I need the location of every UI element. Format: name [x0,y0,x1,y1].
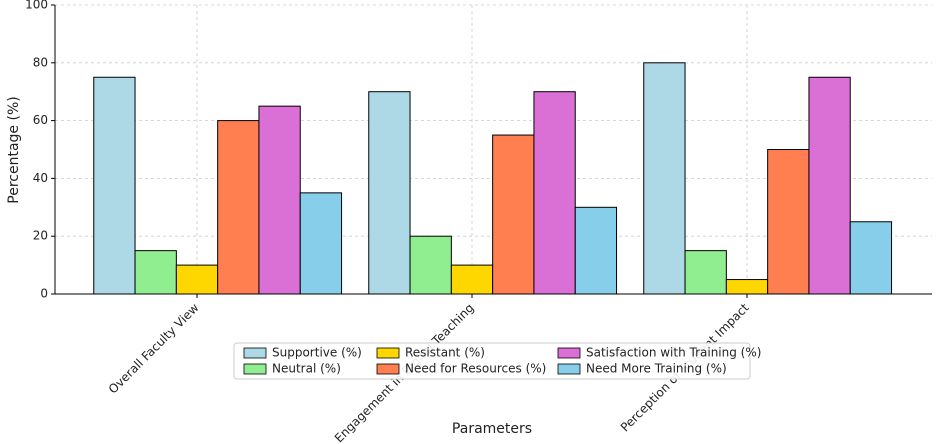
bar [134,250,177,295]
legend-swatch [376,347,400,359]
legend-swatch [557,363,581,375]
bar [684,250,727,295]
y-axis-label: Percentage (%) [6,96,22,203]
y-tick-label: 100 [25,0,48,12]
bar [574,206,618,295]
legend-swatch [376,363,400,375]
bar [175,264,219,295]
bar [849,221,893,295]
bar [299,192,343,295]
y-tick-label: 20 [33,229,48,243]
y-tick-label: 40 [33,171,48,185]
legend-label: Need More Training (%) [586,362,727,376]
x-tick-label: Overall Faculty View [106,301,202,397]
legend-label: Supportive (%) [272,346,362,360]
bar [217,120,260,295]
legend-swatch [243,347,267,359]
y-tick-label: 60 [33,113,48,127]
legend-label: Neutral (%) [272,362,341,376]
legend-label: Satisfaction with Training (%) [586,346,761,360]
legend-label: Need for Resources (%) [405,362,546,376]
bar [643,62,686,295]
y-tick-label: 0 [40,287,48,301]
x-axis-label: Parameters [452,421,532,437]
legend-box [233,342,751,380]
legend-swatch [243,363,267,375]
bar [492,134,535,295]
bar [409,235,452,295]
legend-swatch [557,347,581,359]
bar [258,105,301,295]
bar [725,279,769,295]
bar [808,76,851,295]
bar [368,91,411,295]
y-tick-label: 80 [33,55,48,69]
bar [93,76,136,295]
bar [450,264,494,295]
legend-label: Resistant (%) [405,346,485,360]
bar [533,91,576,295]
bar [767,149,810,295]
